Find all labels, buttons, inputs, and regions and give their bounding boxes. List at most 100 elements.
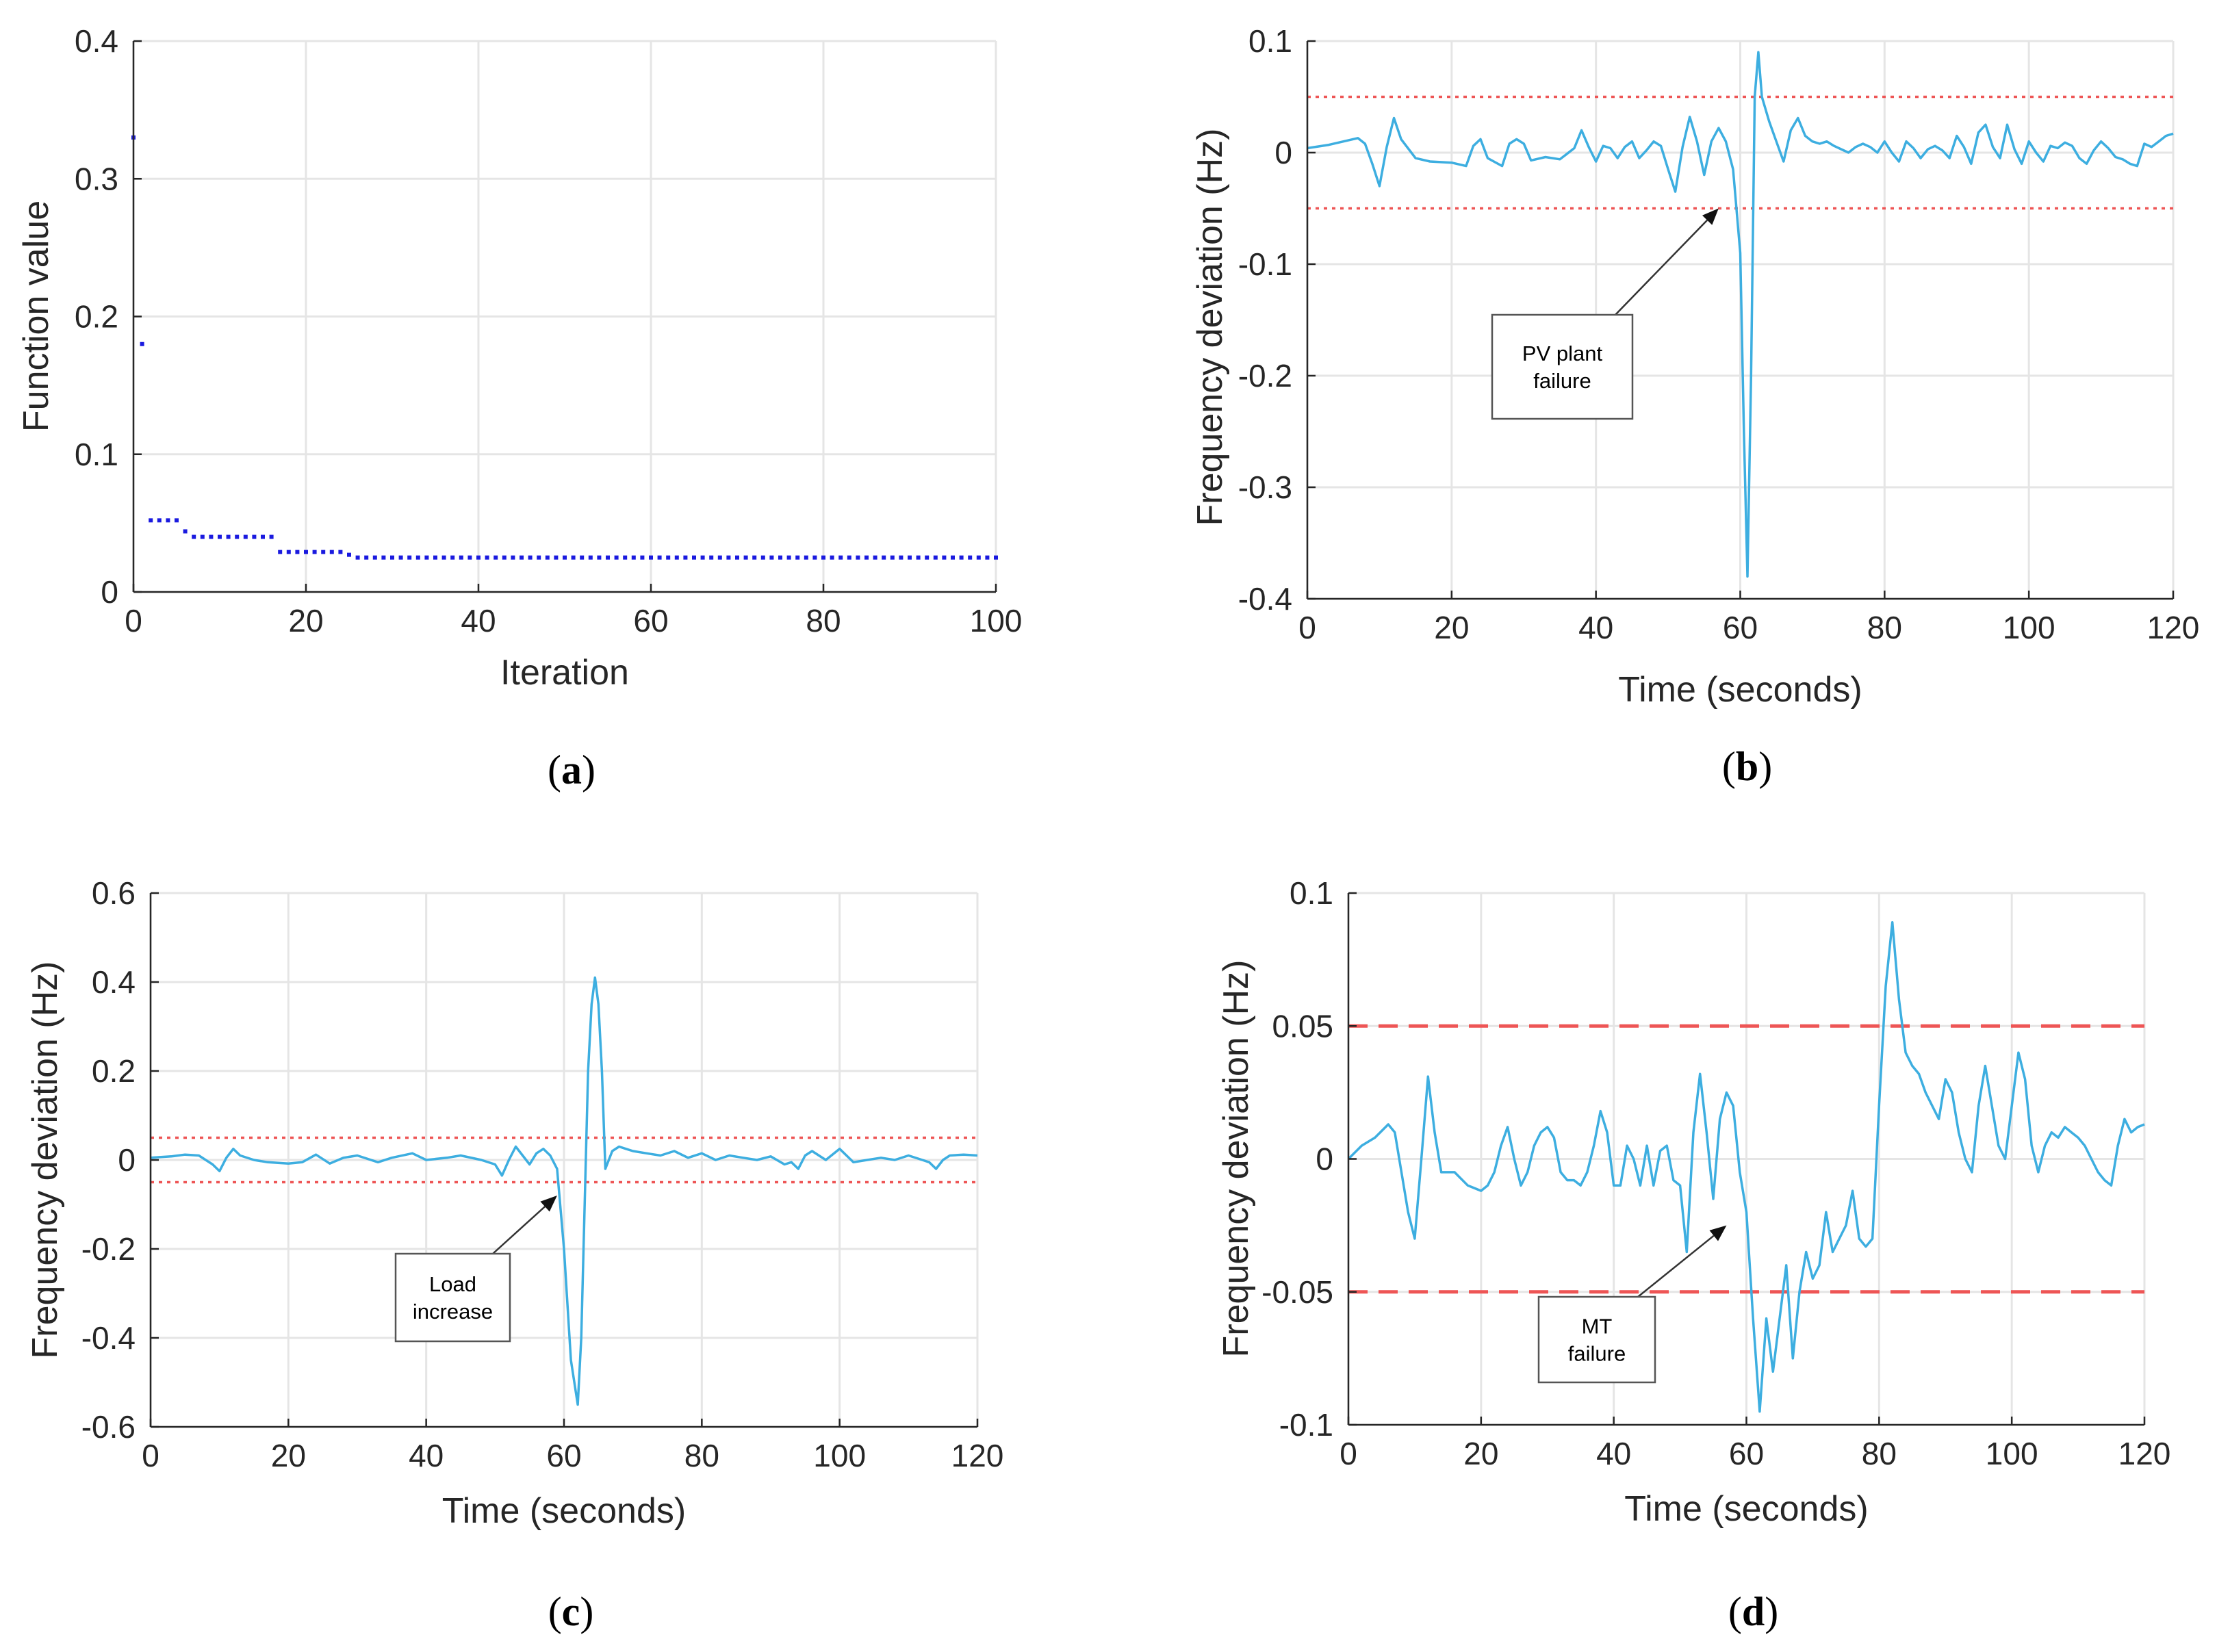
x-tick-label: 80 (1862, 1436, 1897, 1471)
panel-caption: (c) (548, 1589, 594, 1634)
caption-open-paren: ( (1722, 744, 1736, 789)
series-line (1347, 920, 2145, 1413)
y-axis-label: Frequency deviation (Hz) (25, 961, 65, 1359)
y-tick-label: 0.1 (1290, 875, 1333, 911)
data-point (278, 550, 283, 554)
data-point (166, 518, 170, 523)
data-point (838, 555, 843, 560)
annotation-arrow-line (492, 1206, 546, 1254)
data-point (994, 555, 998, 560)
annotation-text: MT (1582, 1315, 1613, 1339)
panel-caption: (a) (548, 747, 595, 792)
data-point (778, 555, 782, 560)
data-point (140, 341, 144, 346)
data-point (269, 534, 274, 539)
data-point (398, 555, 403, 560)
data-point (563, 555, 567, 560)
annotation-arrow-line (1615, 219, 1708, 315)
annotation-text: PV plant (1522, 341, 1603, 365)
y-tick-label: 0.1 (1248, 23, 1292, 59)
y-tick-label: 0.2 (92, 1053, 136, 1089)
data-point (520, 555, 524, 560)
caption-open-paren: ( (548, 1589, 562, 1634)
chart-panel-d: 0 20 40 60 80 100 120 -0.1 -0.05 0 0.05 0.1 Time (se… (1216, 875, 2170, 1634)
annotation-arrow-head (540, 1196, 557, 1212)
data-point (528, 555, 533, 560)
data-point (735, 555, 739, 560)
data-point (786, 555, 791, 560)
caption-close-paren: ) (1765, 1589, 1778, 1634)
y-tick-label: -0.1 (1238, 246, 1292, 282)
data-point (312, 550, 317, 554)
data-point (200, 534, 205, 539)
data-point (700, 555, 705, 560)
caption-letter: b (1736, 744, 1758, 789)
annotation-box (1491, 313, 1634, 420)
data-point (511, 555, 515, 560)
y-axis-label: Frequency deviation (Hz) (1216, 960, 1256, 1358)
data-point (580, 555, 585, 560)
data-point (631, 555, 636, 560)
x-tick-label: 40 (1596, 1436, 1631, 1471)
data-point (192, 534, 196, 539)
y-tick-label: 0.05 (1272, 1008, 1333, 1044)
data-point (760, 555, 765, 560)
data-point (381, 555, 386, 560)
y-tick-label: 0.6 (92, 875, 136, 911)
data-point (821, 555, 825, 560)
x-tick-label: 0 (1340, 1436, 1357, 1471)
y-tick-label: 0 (118, 1142, 136, 1178)
data-point (424, 555, 429, 560)
x-tick-label: 80 (1867, 610, 1902, 645)
data-point (709, 555, 714, 560)
x-tick-label: 60 (1729, 1436, 1764, 1471)
data-point (968, 555, 973, 560)
data-point (614, 555, 619, 560)
series-line (1307, 51, 2174, 578)
data-point (942, 555, 947, 560)
data-point (149, 518, 153, 523)
data-point (959, 555, 964, 560)
data-point (338, 550, 343, 554)
x-tick-label: 40 (409, 1438, 444, 1473)
data-point (329, 550, 334, 554)
data-point (890, 555, 895, 560)
data-point (674, 555, 679, 560)
x-tick-label: 80 (684, 1438, 719, 1473)
annotation-text: increase (413, 1300, 493, 1324)
x-tick-label: 0 (125, 603, 142, 638)
x-tick-label: 20 (1463, 1436, 1498, 1471)
x-tick-label: 100 (970, 603, 1023, 638)
panel-caption: (d) (1728, 1589, 1778, 1634)
x-tick-label: 40 (461, 603, 496, 638)
data-point (597, 555, 602, 560)
data-point (295, 550, 300, 554)
caption-open-paren: ( (548, 747, 561, 792)
data-point (571, 555, 576, 560)
x-tick-label: 60 (546, 1438, 581, 1473)
x-tick-label: 20 (288, 603, 323, 638)
data-point (286, 550, 291, 554)
y-tick-label: -0.4 (81, 1320, 136, 1356)
y-tick-label: -0.6 (81, 1409, 136, 1445)
data-point (882, 555, 886, 560)
data-point (908, 555, 912, 560)
data-point (450, 555, 455, 560)
data-point (355, 555, 360, 560)
caption-close-paren: ) (580, 1589, 593, 1634)
data-point (321, 550, 326, 554)
x-tick-label: 120 (951, 1438, 1004, 1473)
x-axis-label: Iteration (500, 653, 629, 693)
data-point (830, 555, 834, 560)
y-tick-label: -0.3 (1238, 469, 1292, 505)
data-point (175, 518, 179, 523)
data-point (235, 534, 240, 539)
y-tick-label: 0.3 (75, 161, 118, 196)
y-tick-label: -0.05 (1261, 1274, 1333, 1310)
x-tick-label: 40 (1578, 610, 1613, 645)
data-point (847, 555, 851, 560)
data-point (183, 529, 188, 534)
data-point (856, 555, 860, 560)
caption-close-paren: ) (1758, 744, 1772, 789)
data-point (459, 555, 463, 560)
